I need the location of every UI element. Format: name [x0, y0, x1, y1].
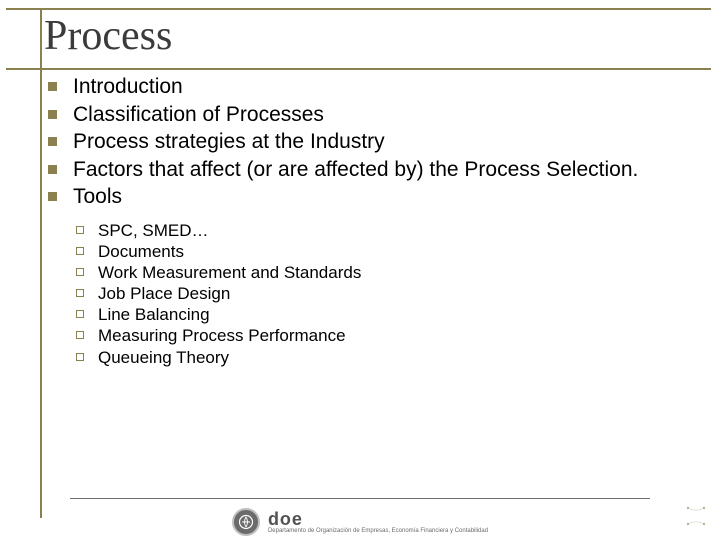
open-square-bullet-icon: [76, 331, 84, 339]
list-item-text: Factors that affect (or are affected by)…: [73, 157, 694, 183]
sub-list-item: Job Place Design: [76, 283, 694, 304]
square-bullet-icon: [48, 192, 57, 201]
list-item-text: Tools: [73, 184, 694, 210]
slide-title: Process: [44, 12, 172, 60]
footer-logo: doe Departamento de Organización de Empr…: [232, 508, 488, 536]
square-bullet-icon: [48, 137, 57, 146]
list-item: Process strategies at the Industry: [48, 129, 694, 155]
list-item: Factors that affect (or are affected by)…: [48, 157, 694, 183]
sub-list-item-text: Work Measurement and Standards: [98, 262, 694, 283]
accent-line-top: [6, 8, 711, 10]
sub-list-item-text: SPC, SMED…: [98, 220, 694, 241]
slide-footer: doe Departamento de Organización de Empr…: [0, 502, 720, 530]
sub-list-item-text: Measuring Process Performance: [98, 325, 694, 346]
sub-list-item: SPC, SMED…: [76, 220, 694, 241]
list-item-text: Introduction: [73, 74, 694, 100]
square-bullet-icon: [48, 110, 57, 119]
sub-list-item: Work Measurement and Standards: [76, 262, 694, 283]
open-square-bullet-icon: [76, 310, 84, 318]
list-item-text: Classification of Processes: [73, 102, 694, 128]
footer-divider: [70, 498, 650, 499]
list-item: Tools: [48, 184, 694, 210]
sub-list-item-text: Documents: [98, 241, 690, 262]
square-bullet-icon: [48, 165, 57, 174]
list-item: Classification of Processes: [48, 102, 694, 128]
open-square-bullet-icon: [76, 268, 84, 276]
open-square-bullet-icon: [76, 353, 84, 361]
footer-logo-secondary: Departamento de Organización de Empresas…: [268, 528, 488, 535]
sub-list-item: Queueing Theory: [76, 347, 694, 368]
open-square-bullet-icon: [76, 247, 84, 255]
open-square-bullet-icon: [76, 226, 84, 234]
sub-list-item-text: Queueing Theory: [98, 347, 694, 368]
list-item: Introduction: [48, 74, 694, 100]
sub-list-item: Line Balancing: [76, 304, 694, 325]
square-bullet-icon: [48, 82, 57, 91]
open-square-bullet-icon: [76, 289, 84, 297]
sub-list-item-text: Job Place Design: [98, 283, 694, 304]
sub-list-item-highlighted: Documents: [76, 241, 694, 262]
footer-logo-text: doe Departamento de Organización de Empr…: [268, 510, 488, 535]
sub-list: SPC, SMED… Documents Work Measurement an…: [76, 220, 694, 368]
slide: Process Introduction Classification of P…: [0, 0, 720, 540]
sub-list-item-text: Line Balancing: [98, 304, 694, 325]
sub-list-item: Measuring Process Performance: [76, 325, 694, 346]
accent-line-vertical: [40, 8, 42, 518]
accent-line-bottom: [6, 68, 711, 70]
corner-decoration-icon: [682, 502, 710, 530]
footer-logo-primary: doe: [268, 510, 488, 528]
list-item-text: Process strategies at the Industry: [73, 129, 694, 155]
logo-mark-icon: [232, 508, 260, 536]
slide-body: Introduction Classification of Processes…: [48, 74, 694, 368]
